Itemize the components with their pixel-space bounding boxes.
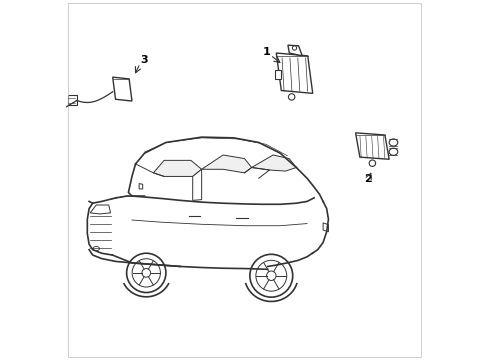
Polygon shape (287, 45, 302, 56)
Circle shape (266, 271, 275, 280)
Polygon shape (139, 184, 142, 189)
Polygon shape (276, 53, 312, 93)
Ellipse shape (388, 148, 397, 156)
Polygon shape (192, 169, 201, 201)
FancyBboxPatch shape (52, 107, 60, 116)
Circle shape (255, 260, 286, 291)
Circle shape (249, 254, 292, 297)
Ellipse shape (93, 247, 99, 251)
Ellipse shape (388, 139, 397, 146)
FancyBboxPatch shape (67, 95, 77, 105)
Circle shape (142, 269, 150, 277)
Polygon shape (112, 77, 132, 101)
Polygon shape (274, 70, 281, 79)
Polygon shape (355, 133, 388, 159)
Polygon shape (153, 160, 201, 176)
Circle shape (292, 46, 296, 50)
Circle shape (132, 259, 160, 287)
Text: 3: 3 (140, 55, 147, 65)
Circle shape (126, 253, 165, 293)
Text: 1: 1 (262, 47, 270, 57)
Circle shape (288, 94, 294, 100)
Polygon shape (201, 155, 251, 173)
Circle shape (368, 160, 375, 166)
Polygon shape (251, 155, 296, 171)
Polygon shape (90, 205, 110, 214)
Polygon shape (323, 223, 328, 232)
Text: 2: 2 (363, 174, 371, 184)
